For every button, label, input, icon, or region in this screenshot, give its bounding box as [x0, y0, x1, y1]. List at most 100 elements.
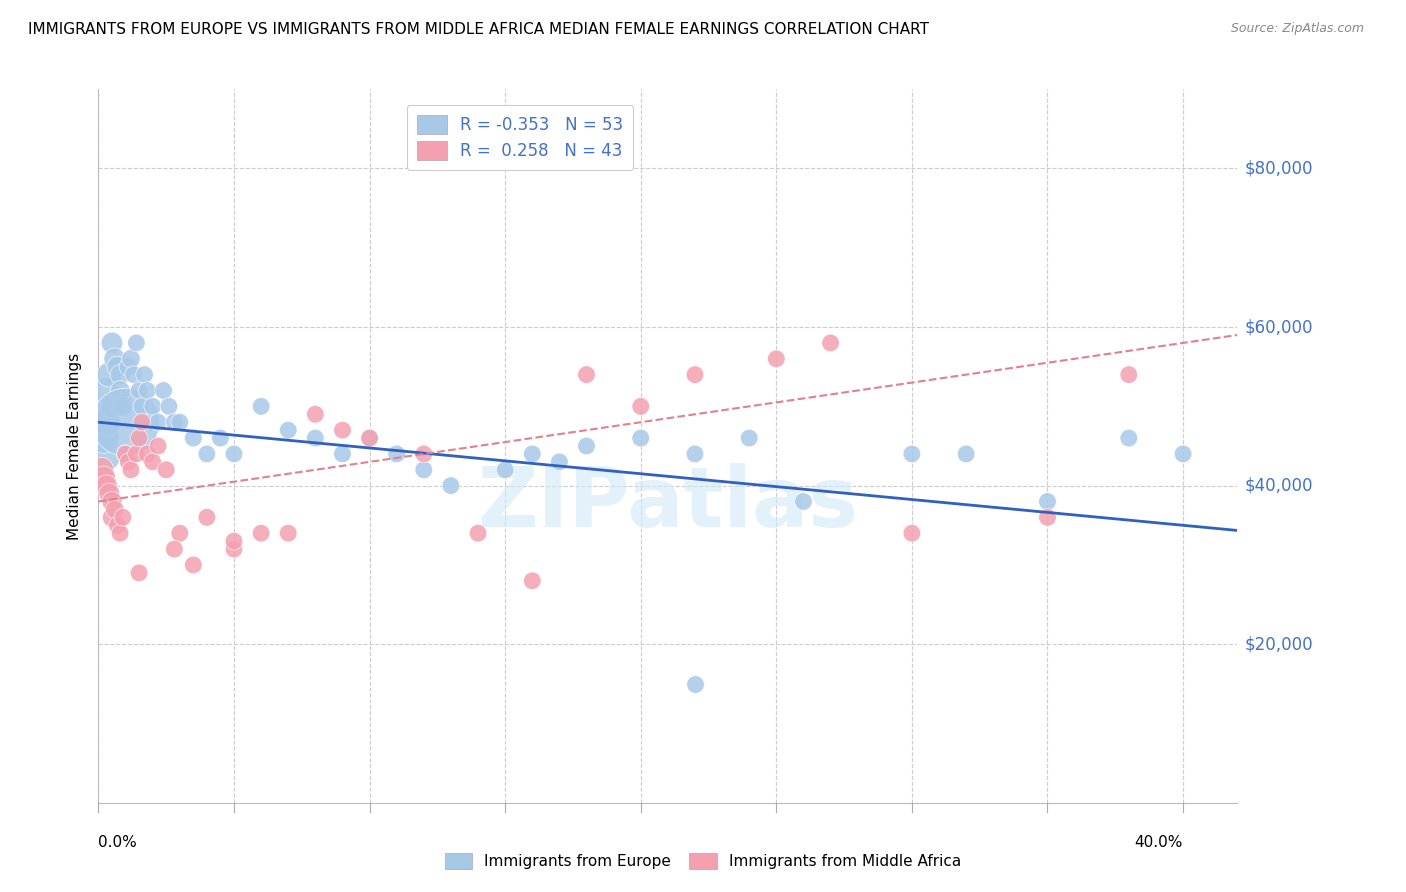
- Point: [792, 494, 814, 508]
- Point: [90, 447, 112, 461]
- Point: [96, 384, 118, 398]
- Point: [332, 447, 354, 461]
- Point: [169, 526, 191, 541]
- Point: [128, 566, 150, 580]
- Point: [1036, 510, 1059, 524]
- Text: $60,000: $60,000: [1244, 318, 1313, 336]
- Point: [142, 455, 165, 469]
- Point: [183, 558, 205, 572]
- Point: [222, 542, 245, 557]
- Point: [111, 400, 134, 414]
- Text: $80,000: $80,000: [1244, 160, 1313, 178]
- Point: [209, 431, 232, 445]
- Point: [96, 478, 118, 492]
- Point: [104, 502, 127, 516]
- Point: [146, 415, 169, 429]
- Point: [136, 447, 159, 461]
- Point: [90, 463, 112, 477]
- Text: $40,000: $40,000: [1244, 476, 1313, 495]
- Point: [163, 415, 186, 429]
- Point: [101, 494, 124, 508]
- Point: [820, 335, 842, 350]
- Text: ZIPatlas: ZIPatlas: [478, 463, 858, 543]
- Point: [108, 526, 131, 541]
- Point: [332, 423, 354, 437]
- Point: [765, 351, 787, 366]
- Point: [142, 400, 165, 414]
- Point: [738, 431, 761, 445]
- Point: [101, 510, 124, 524]
- Text: Source: ZipAtlas.com: Source: ZipAtlas.com: [1230, 22, 1364, 36]
- Point: [183, 431, 205, 445]
- Point: [412, 447, 434, 461]
- Point: [157, 400, 180, 414]
- Point: [575, 368, 598, 382]
- Point: [131, 400, 153, 414]
- Point: [1036, 494, 1059, 508]
- Y-axis label: Median Female Earnings: Median Female Earnings: [67, 352, 83, 540]
- Point: [359, 431, 381, 445]
- Point: [108, 384, 131, 398]
- Point: [1171, 447, 1194, 461]
- Point: [385, 447, 408, 461]
- Point: [152, 384, 174, 398]
- Point: [128, 431, 150, 445]
- Point: [104, 351, 127, 366]
- Point: [494, 463, 516, 477]
- Point: [134, 368, 156, 382]
- Point: [683, 677, 706, 691]
- Point: [93, 431, 115, 445]
- Point: [98, 368, 121, 382]
- Text: 40.0%: 40.0%: [1135, 835, 1182, 849]
- Point: [250, 400, 273, 414]
- Point: [120, 351, 142, 366]
- Point: [136, 384, 159, 398]
- Point: [114, 447, 136, 461]
- Point: [412, 463, 434, 477]
- Point: [108, 368, 131, 382]
- Point: [304, 407, 326, 421]
- Point: [107, 359, 129, 374]
- Point: [101, 400, 124, 414]
- Text: $20,000: $20,000: [1244, 635, 1313, 653]
- Point: [522, 447, 544, 461]
- Point: [117, 359, 139, 374]
- Point: [114, 415, 136, 429]
- Point: [128, 384, 150, 398]
- Point: [1118, 368, 1140, 382]
- Point: [131, 415, 153, 429]
- Point: [222, 534, 245, 549]
- Point: [125, 447, 148, 461]
- Point: [548, 455, 571, 469]
- Point: [195, 447, 218, 461]
- Legend: R = -0.353   N = 53, R =  0.258   N = 43: R = -0.353 N = 53, R = 0.258 N = 43: [406, 104, 633, 169]
- Point: [683, 368, 706, 382]
- Point: [467, 526, 489, 541]
- Point: [98, 486, 121, 500]
- Point: [901, 526, 924, 541]
- Point: [114, 447, 136, 461]
- Legend: Immigrants from Europe, Immigrants from Middle Africa: Immigrants from Europe, Immigrants from …: [439, 847, 967, 875]
- Point: [277, 526, 299, 541]
- Point: [250, 526, 273, 541]
- Point: [440, 478, 463, 492]
- Point: [359, 431, 381, 445]
- Point: [195, 510, 218, 524]
- Point: [146, 439, 169, 453]
- Point: [169, 415, 191, 429]
- Text: 0.0%: 0.0%: [98, 835, 138, 849]
- Point: [155, 463, 177, 477]
- Point: [277, 423, 299, 437]
- Point: [93, 471, 115, 485]
- Point: [120, 463, 142, 477]
- Point: [117, 455, 139, 469]
- Point: [111, 510, 134, 524]
- Point: [101, 335, 124, 350]
- Point: [125, 335, 148, 350]
- Point: [683, 447, 706, 461]
- Point: [522, 574, 544, 588]
- Point: [96, 415, 118, 429]
- Point: [630, 400, 652, 414]
- Point: [122, 368, 145, 382]
- Point: [107, 518, 129, 533]
